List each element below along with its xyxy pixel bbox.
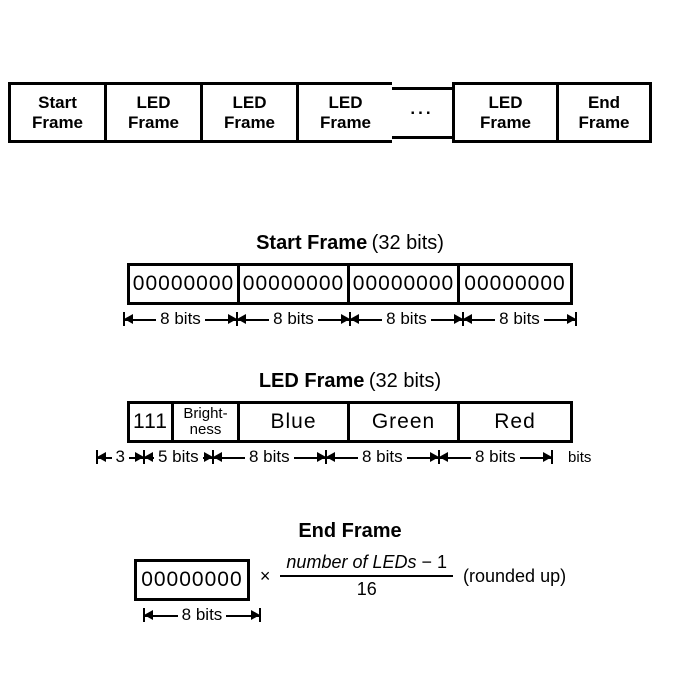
seq-cell-line1: LED: [137, 93, 171, 113]
dim-label: 3: [112, 447, 129, 467]
led-frame-title: LED Frame: [259, 370, 365, 392]
dim-label: 8 bits: [178, 605, 227, 625]
dim-label: 8 bits: [471, 447, 520, 467]
seq-cell-line1: LED: [489, 93, 523, 113]
formula-numerator-rest: − 1: [416, 552, 447, 572]
led-frame-section: LED Frame (32 bits) 111 Bright-ness Blue…: [0, 370, 700, 467]
byte-cell: 00000000: [137, 562, 247, 598]
seq-cell-line2: Frame: [128, 113, 179, 133]
seq-cell-led: LED Frame: [452, 82, 556, 143]
start-frame-section: Start Frame (32 bits) 00000000 00000000 …: [0, 232, 700, 329]
end-frame-section: End Frame 00000000 × number of LEDs − 1 …: [0, 520, 700, 625]
byte-cell: 00000000: [460, 266, 570, 302]
seq-cell-line2: Frame: [480, 113, 531, 133]
start-frame-dims: 8 bits 8 bits 8 bits 8 bits: [124, 309, 576, 329]
byte-cell: 00000000: [350, 266, 460, 302]
led-frame-sublabel-row: bits: [556, 449, 603, 466]
start-frame-note: (32 bits): [372, 232, 444, 254]
dim-label: 5 bits: [154, 447, 203, 467]
seq-cell-line1: LED: [329, 93, 363, 113]
frame-sequence: Start Frame LED Frame LED Frame LED Fram…: [8, 82, 692, 143]
start-frame-title: Start Frame: [256, 232, 367, 254]
seq-cell-line2: Frame: [320, 113, 371, 133]
seq-cell-line2: Frame: [578, 113, 629, 133]
green-cell: Green: [350, 404, 460, 440]
formula-times-icon: ×: [260, 566, 271, 587]
led-frame-note: (32 bits): [369, 370, 441, 392]
seq-cell-line1: End: [588, 93, 620, 113]
bits111-cell: 111: [130, 404, 174, 440]
formula-numerator-italic: number of LEDs: [286, 552, 416, 572]
brightness-cell: Bright-ness: [174, 404, 240, 440]
led-frame-dims: 3 5 bits 8 bits 8 bits 8 bits: [97, 447, 552, 467]
byte-cell: 00000000: [130, 266, 240, 302]
dim-label: 8 bits: [358, 447, 407, 467]
formula-fraction: number of LEDs − 1 16: [280, 552, 453, 600]
formula-denominator: 16: [351, 577, 383, 600]
seq-ellipsis: ...: [392, 87, 452, 139]
red-cell: Red: [460, 404, 570, 440]
dim-label: 8 bits: [382, 309, 431, 329]
dim-sublabel: bits: [556, 449, 603, 466]
start-frame-strip: 00000000 00000000 00000000 00000000: [127, 263, 573, 305]
seq-cell-line1: Start: [38, 93, 77, 113]
dim-label: 8 bits: [245, 447, 294, 467]
seq-cell-led: LED Frame: [296, 82, 392, 143]
seq-cell-line2: Frame: [32, 113, 83, 133]
seq-cell-led: LED Frame: [104, 82, 200, 143]
seq-cell-line2: Frame: [224, 113, 275, 133]
seq-cell-end: End Frame: [556, 82, 652, 143]
seq-cell-led: LED Frame: [200, 82, 296, 143]
byte-cell: 00000000: [240, 266, 350, 302]
seq-cell-start: Start Frame: [8, 82, 104, 143]
end-frame-row: 00000000 × number of LEDs − 1 16 (rounde…: [134, 551, 566, 601]
led-frame-strip: 111 Bright-ness Blue Green Red: [127, 401, 573, 443]
end-frame-dims: 8 bits: [144, 605, 700, 625]
dim-label: 8 bits: [269, 309, 318, 329]
dim-label: 8 bits: [495, 309, 544, 329]
dim-label: 8 bits: [156, 309, 205, 329]
end-frame-title: End Frame: [298, 520, 401, 542]
formula-trailer: (rounded up): [463, 566, 566, 587]
seq-cell-line1: LED: [233, 93, 267, 113]
blue-cell: Blue: [240, 404, 350, 440]
end-frame-strip: 00000000: [134, 559, 250, 601]
